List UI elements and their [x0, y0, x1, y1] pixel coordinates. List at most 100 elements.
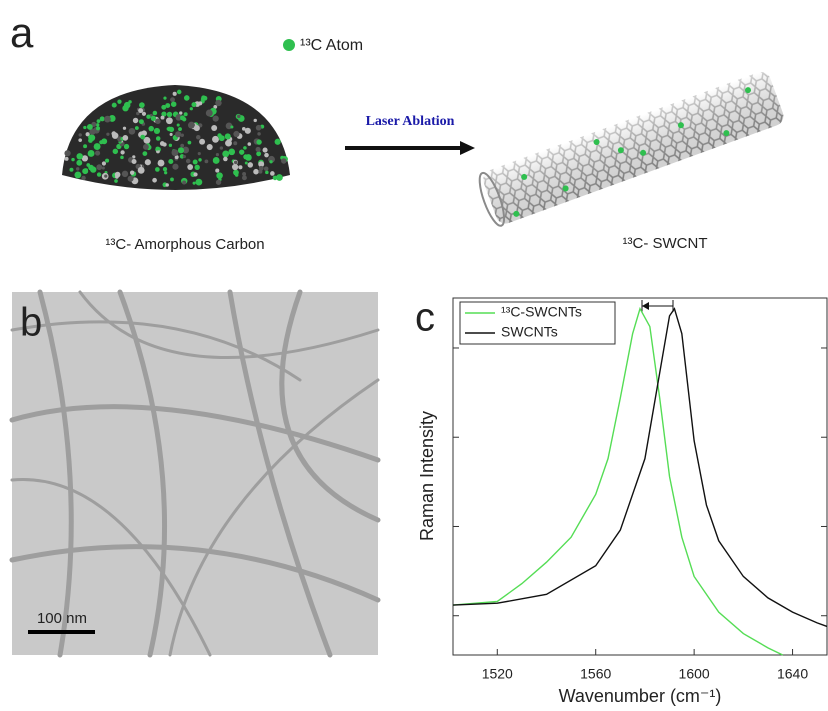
texture-dot [167, 126, 172, 132]
texture-dot [187, 164, 194, 170]
x-axis-label: Wavenumber (cm⁻¹) [559, 686, 722, 706]
texture-dot [192, 181, 196, 185]
shift-arrow-head [642, 302, 649, 310]
texture-dot [198, 101, 203, 106]
texture-dot [131, 159, 137, 165]
texture-dot [168, 143, 173, 147]
texture-dot [152, 177, 157, 183]
texture-dot [238, 165, 243, 170]
texture-dot [96, 126, 101, 131]
texture-dot [105, 158, 110, 163]
texture-dot [269, 160, 273, 164]
texture-dot [256, 151, 262, 157]
texture-dot [74, 171, 82, 179]
texture-dot [112, 148, 119, 155]
texture-dot [141, 130, 147, 137]
texture-dot [263, 166, 269, 172]
texture-dot [276, 174, 283, 181]
texture-dot [86, 123, 93, 130]
texture-dot [243, 146, 247, 150]
texture-dot [281, 158, 287, 164]
texture-dot [134, 126, 139, 130]
texture-dot [196, 134, 201, 140]
texture-dot [141, 111, 147, 116]
texture-dot [138, 108, 144, 114]
texture-dot [81, 175, 86, 181]
scale-bar-label: 100 nm [37, 610, 87, 627]
texture-dot [223, 156, 228, 162]
texture-dot [212, 157, 220, 164]
texture-dot [64, 156, 69, 161]
texture-dot [219, 146, 224, 150]
texture-dot [64, 150, 71, 157]
texture-dot [185, 158, 191, 164]
texture-dot [247, 142, 252, 146]
texture-dot [172, 91, 177, 96]
texture-dot [194, 164, 200, 170]
texture-dot [76, 153, 83, 160]
texture-dot [132, 117, 139, 124]
texture-dot [104, 115, 111, 123]
texture-dot [153, 127, 161, 135]
texture-dot [175, 131, 182, 138]
texture-dot [144, 159, 151, 166]
nanotube [478, 72, 784, 227]
texture-dot [182, 146, 190, 154]
texture-dot [163, 96, 167, 100]
texture-dot [174, 155, 179, 160]
texture-dot [87, 150, 95, 157]
panel-label: b [20, 301, 42, 345]
texture-dot [204, 159, 209, 164]
texture-dot [162, 167, 168, 172]
texture-dot [148, 125, 154, 132]
texture-dot [101, 138, 108, 145]
texture-dot [233, 141, 238, 146]
texture-dot [81, 155, 89, 162]
caption: ¹³C- Amorphous Carbon [105, 236, 264, 253]
series-line [452, 306, 784, 656]
texture-dot [121, 170, 129, 178]
y-axis-label: Raman Intensity [417, 411, 437, 541]
atom-dots [64, 89, 288, 188]
texture-dot [244, 161, 248, 165]
texture-dot [193, 125, 200, 132]
texture-dot [179, 111, 183, 115]
texture-dot [242, 127, 246, 131]
texture-dot [197, 152, 201, 156]
texture-dot [120, 150, 125, 155]
texture-dot [244, 127, 251, 134]
x-tick-label: 1560 [580, 666, 611, 682]
texture-dot [182, 154, 186, 159]
texture-dot [155, 136, 161, 141]
texture-dot [83, 125, 87, 130]
texture-dot [195, 178, 203, 186]
texture-dot [83, 144, 88, 149]
texture-dot [155, 167, 160, 172]
atom-icon [283, 39, 295, 51]
texture-dot [161, 104, 167, 110]
texture-dot [255, 146, 261, 153]
texture-dot [101, 161, 107, 166]
texture-dot [122, 126, 127, 130]
texture-dot [164, 171, 168, 175]
arrow-label: Laser Ablation [366, 114, 455, 129]
texture-dot [132, 155, 136, 159]
texture-dot [256, 139, 262, 145]
texture-dot [96, 119, 101, 124]
texture-dot [262, 147, 268, 153]
texture-dot [241, 175, 247, 181]
texture-dot [76, 159, 83, 166]
texture-dot [224, 133, 231, 140]
texture-dot [274, 138, 281, 145]
texture-dot [239, 149, 245, 155]
texture-dot [176, 89, 182, 95]
panel-label: a [10, 9, 34, 56]
texture-dot [150, 115, 157, 122]
nanotube-bundles [9, 289, 381, 658]
texture-dot [258, 165, 264, 171]
texture-dot [155, 146, 160, 151]
texture-dot [216, 172, 223, 179]
texture-dot [180, 143, 185, 148]
texture-dot [237, 114, 241, 119]
texture-dot [120, 155, 124, 160]
